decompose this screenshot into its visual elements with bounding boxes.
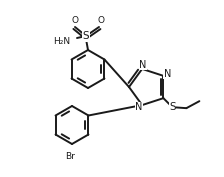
Text: N: N — [164, 69, 171, 79]
Text: S: S — [169, 102, 176, 112]
Text: O: O — [97, 16, 105, 25]
Text: Br: Br — [65, 152, 75, 161]
Text: O: O — [71, 16, 78, 25]
Text: N: N — [140, 60, 147, 70]
Text: S: S — [83, 31, 89, 41]
Text: H₂N: H₂N — [53, 36, 70, 45]
Text: N: N — [136, 102, 143, 112]
